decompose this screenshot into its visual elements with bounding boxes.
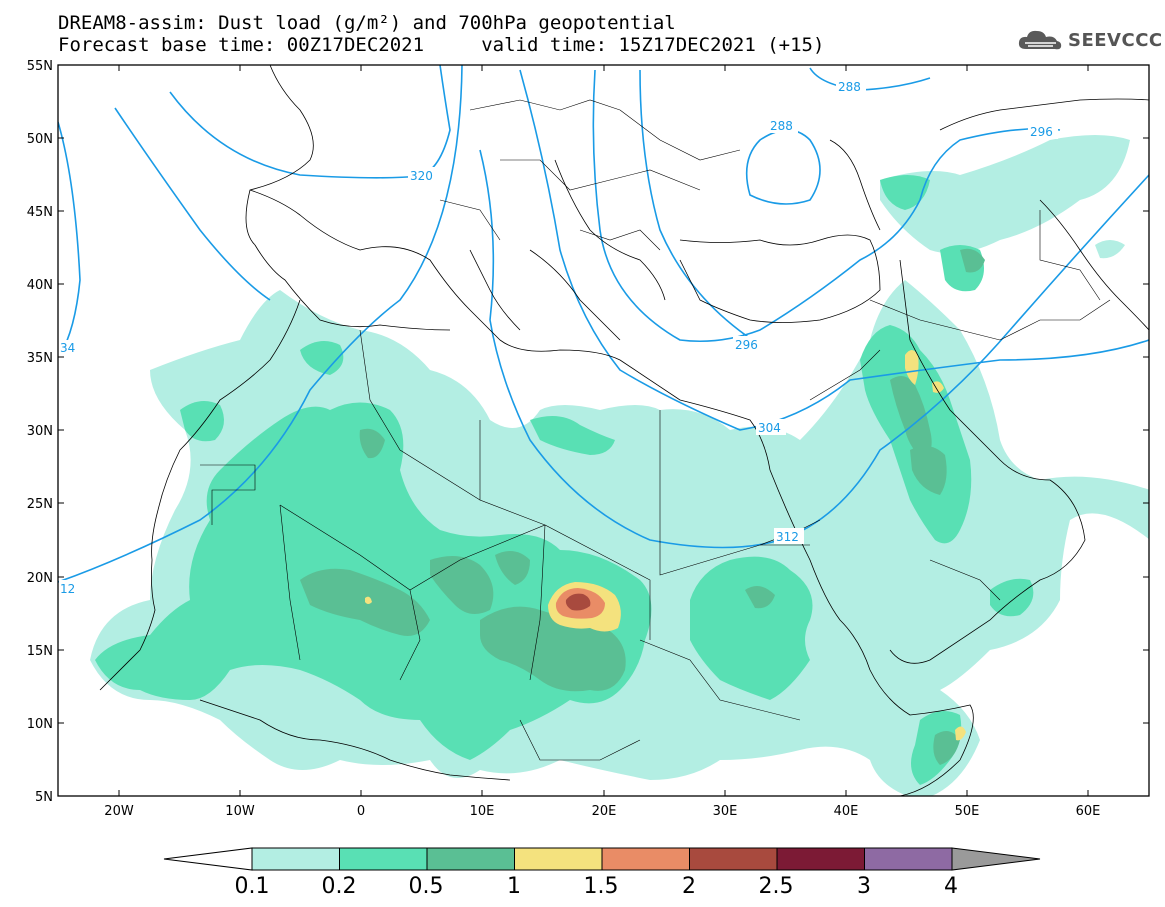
colorbar-label: 3 bbox=[857, 874, 871, 899]
map-subtitle: Forecast base time: 00Z17DEC2021 valid t… bbox=[58, 34, 825, 56]
contour-labels: 288 288 296 320 296 304 312 12 34 bbox=[59, 78, 1058, 596]
colorbar-labels: 0.1 0.2 0.5 1 1.5 2 2.5 3 4 bbox=[235, 874, 959, 899]
colorbar-swatch bbox=[514, 847, 603, 871]
colorbar-label: 0.1 bbox=[235, 874, 270, 899]
colorbar-min-arrow bbox=[163, 847, 253, 871]
colorbar-swatch bbox=[864, 847, 953, 871]
lat-label: 30N bbox=[27, 424, 53, 439]
colorbar-swatch bbox=[776, 847, 865, 871]
colorbar-label: 0.5 bbox=[409, 874, 444, 899]
lon-label: 20E bbox=[592, 804, 617, 819]
coastlines bbox=[99, 64, 1150, 797]
dust-level-2 bbox=[565, 593, 591, 611]
contour-label-34: 34 bbox=[60, 341, 75, 355]
map-title: DREAM8-assim: Dust load (g/m²) and 700hP… bbox=[58, 12, 676, 34]
colorbar-label: 1.5 bbox=[584, 874, 619, 899]
contour-label-296-a: 296 bbox=[1030, 125, 1053, 139]
colorbar-label: 1 bbox=[507, 874, 521, 899]
lat-label: 5N bbox=[35, 790, 53, 805]
contour-label-288-b: 288 bbox=[770, 119, 793, 133]
latitude-labels: 55N 50N 45N 40N 35N 30N 25N 20N 15N 10N … bbox=[27, 59, 53, 805]
lon-label: 0 bbox=[357, 804, 365, 819]
colorbar-max-arrow bbox=[951, 847, 1041, 871]
lat-label: 35N bbox=[27, 351, 53, 366]
contour-label-312: 312 bbox=[776, 530, 799, 544]
lon-label: 10E bbox=[470, 804, 495, 819]
lon-label: 50E bbox=[955, 804, 980, 819]
colorbar-swatch bbox=[426, 847, 515, 871]
lat-label: 15N bbox=[27, 644, 53, 659]
contour-label-320: 320 bbox=[410, 169, 433, 183]
lat-label: 25N bbox=[27, 497, 53, 512]
contour-label-296-b: 296 bbox=[735, 338, 758, 352]
geopotential-contours bbox=[58, 65, 1149, 583]
lat-label: 40N bbox=[27, 278, 53, 293]
dust-field bbox=[58, 65, 1149, 796]
lat-label: 45N bbox=[27, 205, 53, 220]
contour-label-288-a: 288 bbox=[838, 80, 861, 94]
contour-label-12: 12 bbox=[60, 582, 75, 596]
colorbar bbox=[163, 847, 1041, 871]
lon-label: 30E bbox=[713, 804, 738, 819]
lat-label: 50N bbox=[27, 132, 53, 147]
lon-label: 40E bbox=[834, 804, 859, 819]
country-borders bbox=[200, 99, 1111, 761]
colorbar-swatch bbox=[251, 847, 340, 871]
seevccc-logo: SEEVCCC bbox=[1016, 26, 1163, 54]
colorbar-swatch bbox=[339, 847, 428, 871]
colorbar-swatch bbox=[601, 847, 690, 871]
lat-label: 10N bbox=[27, 717, 53, 732]
lon-label: 20W bbox=[104, 804, 134, 819]
colorbar-label: 0.2 bbox=[322, 874, 357, 899]
colorbar-label: 2 bbox=[682, 874, 696, 899]
longitude-labels: 20W 10W 0 10E 20E 30E 40E 50E 60E bbox=[104, 804, 1100, 819]
logo-text: SEEVCCC bbox=[1068, 29, 1163, 51]
lat-label: 20N bbox=[27, 571, 53, 586]
lon-label: 60E bbox=[1076, 804, 1101, 819]
lon-label: 10W bbox=[225, 804, 255, 819]
colorbar-label: 4 bbox=[944, 874, 958, 899]
axis-ticks bbox=[58, 64, 1149, 796]
cloud-icon bbox=[1018, 30, 1062, 50]
colorbar-label: 2.5 bbox=[759, 874, 794, 899]
lat-label: 55N bbox=[27, 59, 53, 74]
contour-label-304: 304 bbox=[758, 421, 781, 435]
colorbar-swatch bbox=[689, 847, 778, 871]
